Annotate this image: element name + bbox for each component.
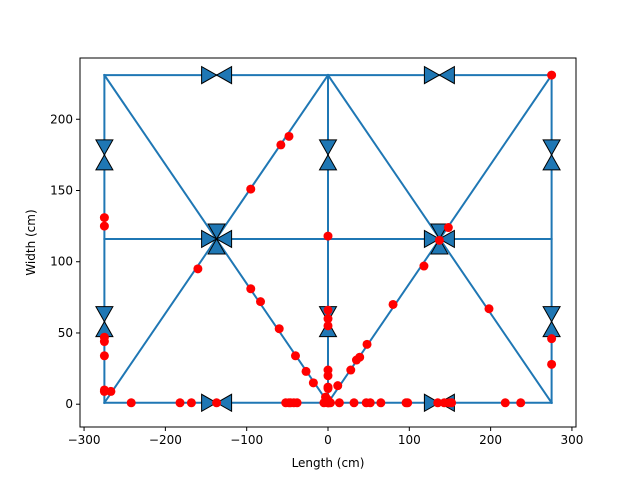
data-point (547, 359, 557, 369)
plot-area (95, 65, 561, 413)
data-point (547, 334, 557, 344)
data-point (175, 398, 185, 408)
data-point (323, 314, 333, 324)
data-point (256, 297, 266, 307)
data-point (547, 70, 557, 80)
data-point (388, 299, 398, 309)
x-tick-label: −100 (230, 433, 263, 447)
data-point (246, 284, 256, 294)
y-tick-label: 0 (65, 397, 73, 411)
y-tick-label: 50 (58, 326, 73, 340)
data-point (99, 337, 109, 347)
data-point (323, 305, 333, 315)
data-point (276, 140, 286, 150)
bow-marker (201, 229, 233, 249)
data-point (500, 398, 510, 408)
data-point (292, 398, 302, 408)
data-point (376, 398, 386, 408)
y-tick-label: 150 (50, 183, 73, 197)
data-point (516, 398, 526, 408)
x-axis-label: Length (cm) (292, 456, 365, 470)
data-point (434, 235, 444, 245)
x-tick-label: 200 (479, 433, 502, 447)
data-point (193, 264, 203, 274)
data-point (319, 398, 329, 408)
data-point (308, 378, 318, 388)
bow-markers (95, 65, 561, 413)
y-axis-ticks: 0 50 100 150 200 (50, 112, 80, 411)
data-point (126, 398, 136, 408)
x-tick-label: 100 (398, 433, 421, 447)
data-point (362, 339, 372, 349)
data-point (323, 384, 333, 394)
data-point (99, 213, 109, 223)
data-point (433, 398, 443, 408)
data-points (99, 70, 557, 408)
data-point (301, 366, 311, 376)
data-point (333, 381, 343, 391)
data-point (447, 398, 457, 408)
data-point (419, 261, 429, 271)
data-point (346, 365, 356, 375)
y-axis-label: Width (cm) (24, 209, 38, 275)
x-tick-label: −200 (149, 433, 182, 447)
y-tick-label: 100 (50, 255, 73, 269)
bow-marker (423, 65, 455, 85)
data-point (246, 184, 256, 194)
bow-marker (318, 139, 338, 171)
data-point (349, 398, 359, 408)
data-point (106, 386, 116, 396)
y-tick-label: 200 (50, 112, 73, 126)
data-point (323, 321, 333, 331)
data-point (99, 351, 109, 361)
data-point (274, 324, 284, 334)
data-point (443, 223, 453, 233)
data-point (334, 398, 344, 408)
bow-marker (95, 139, 114, 171)
data-point (99, 221, 109, 231)
data-point (284, 131, 294, 141)
data-point (290, 351, 300, 361)
data-point (484, 304, 494, 314)
bow-marker (207, 223, 226, 255)
bow-marker (430, 223, 449, 255)
x-tick-label: −300 (68, 433, 101, 447)
data-point (323, 231, 333, 241)
data-point (403, 398, 413, 408)
data-point (323, 371, 333, 381)
x-tick-label: 0 (324, 433, 332, 447)
x-axis-ticks: −300 −200 −100 0 100 200 300 (68, 427, 583, 447)
bow-marker (423, 229, 455, 249)
data-point (212, 398, 222, 408)
data-point (355, 352, 365, 362)
bow-marker (201, 65, 233, 85)
data-point (99, 386, 109, 396)
data-point (186, 398, 196, 408)
data-point (365, 398, 375, 408)
bow-marker (542, 139, 561, 171)
x-tick-label: 300 (560, 433, 583, 447)
